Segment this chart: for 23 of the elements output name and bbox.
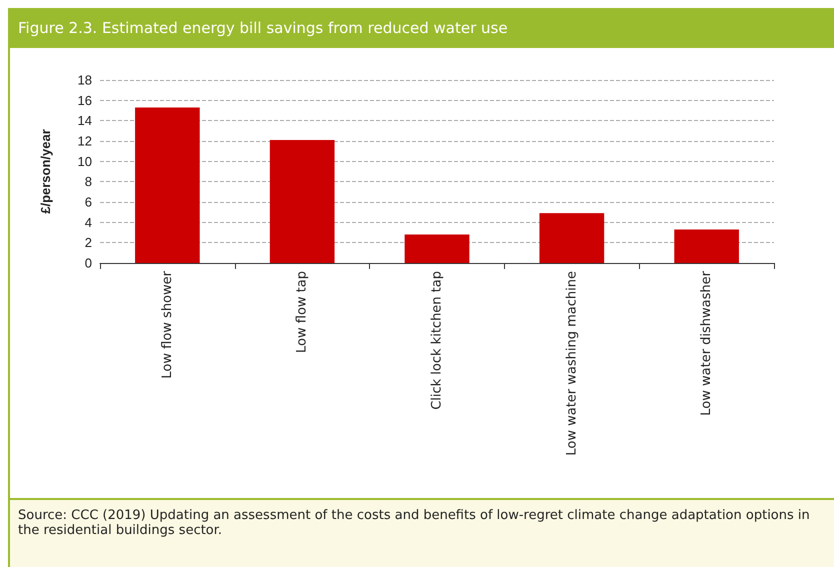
- y-tick-label: 0: [84, 256, 92, 270]
- y-tick-label: 16: [78, 92, 92, 108]
- bar: [270, 140, 335, 263]
- y-axis-title: £/person/year: [38, 129, 53, 214]
- bar: [539, 213, 604, 263]
- y-tick-label: 18: [78, 72, 92, 88]
- x-tick-label: Low flow tap: [294, 271, 310, 353]
- x-tick-label: Low water dishwasher: [699, 270, 714, 416]
- y-tick-label: 8: [84, 174, 92, 190]
- source-note: Source: CCC (2019) Updating an assessment of the costs and benefits of low-regret climate change adaptation options in the residential buildings sector.: [10, 498, 834, 567]
- bar: [674, 229, 739, 263]
- y-tick-label: 14: [78, 113, 92, 128]
- x-tick-label: Low flow shower: [160, 270, 175, 379]
- y-tick-label: 10: [78, 154, 92, 169]
- y-tick-label: 12: [78, 134, 92, 148]
- y-tick-label: 2: [84, 235, 92, 250]
- bar: [135, 107, 200, 263]
- x-tick-label: Low water washing machine: [564, 271, 580, 456]
- x-tick-label: Click lock kitchen tap: [430, 271, 444, 410]
- y-tick-label: 4: [84, 214, 92, 230]
- bar: [404, 234, 470, 263]
- y-tick-label: 6: [84, 194, 92, 210]
- chart-title: Figure 2.3. Estimated energy bill savings from reduced water use: [10, 8, 834, 48]
